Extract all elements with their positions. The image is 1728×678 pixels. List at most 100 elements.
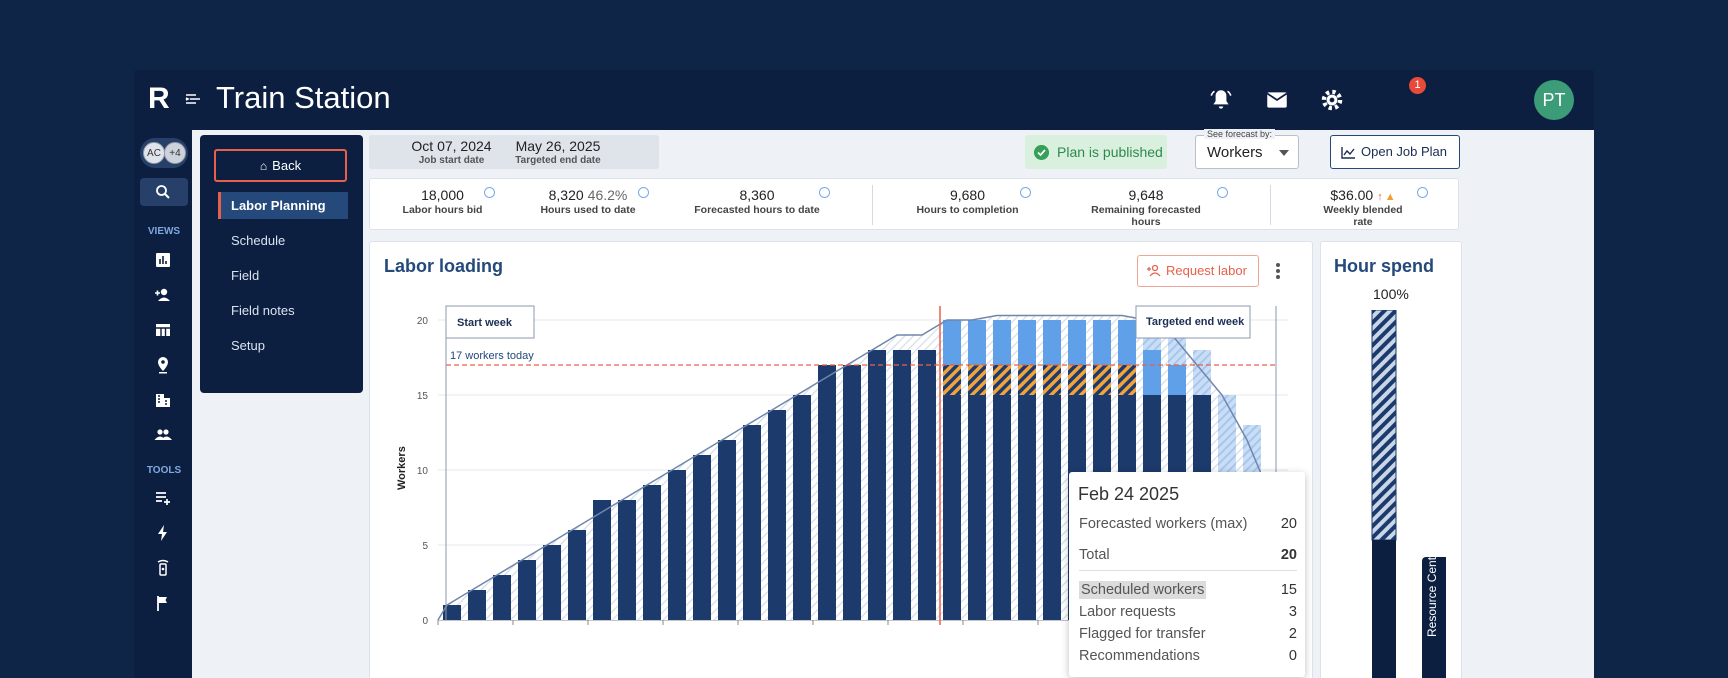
targeted-end-week-annotation: Targeted end week	[1135, 305, 1277, 620]
info-icon[interactable]	[819, 187, 830, 198]
back-button[interactable]: ⌂ Back	[214, 149, 347, 182]
info-icon[interactable]	[1217, 187, 1228, 198]
bar-flagged-for-transfer	[1118, 365, 1136, 395]
nav-item-field[interactable]: Field	[231, 268, 260, 283]
warning-icon: ▲	[1384, 191, 1396, 203]
open-job-plan-label: Open Job Plan	[1361, 144, 1448, 159]
info-icon[interactable]	[638, 187, 649, 198]
avatar-more-count: +4	[164, 142, 186, 164]
stat-label: Hours to completion	[916, 204, 1019, 216]
job-dates: Oct 07, 2024 Job start date May 26, 2025 T…	[369, 135, 659, 169]
bar-labor-requests	[1168, 365, 1186, 395]
chart-view-icon[interactable]	[153, 250, 173, 270]
more-options-icon[interactable]	[1275, 262, 1281, 280]
check-circle-icon	[1034, 145, 1049, 160]
stat-forecasted-to-date: 8,360 Forecasted hours to date	[692, 187, 822, 216]
forecast-by-value: Workers	[1207, 144, 1263, 161]
stat-label: Remaining forecasted hours	[1091, 204, 1201, 228]
bar-scheduled-workers	[518, 560, 536, 620]
lightning-icon[interactable]	[153, 523, 173, 543]
add-list-icon[interactable]	[153, 488, 173, 508]
bar-scheduled-workers	[1018, 395, 1036, 620]
building-icon[interactable]	[153, 390, 173, 410]
stat-value: 8,360	[739, 187, 775, 203]
bar-scheduled-workers	[668, 470, 686, 620]
nav-item-setup[interactable]: Setup	[231, 338, 265, 353]
bar-labor-requests	[1018, 320, 1036, 365]
start-week-label: Start week	[457, 317, 513, 329]
bar-flagged-for-transfer	[1068, 365, 1086, 395]
stat-percent: 46.2%	[587, 187, 628, 203]
app-logo[interactable]: R	[148, 82, 170, 115]
add-person-icon[interactable]	[153, 285, 173, 305]
location-icon[interactable]	[153, 355, 173, 375]
bar-scheduled-workers	[868, 350, 886, 620]
team-avatars[interactable]: AC +4	[140, 138, 188, 168]
bar-labor-requests	[1093, 320, 1111, 365]
signal-tower-icon[interactable]	[153, 558, 173, 578]
table-view-icon[interactable]	[153, 320, 173, 340]
nav-item-labor-planning[interactable]: Labor Planning	[218, 192, 348, 219]
bar-scheduled-workers	[768, 410, 786, 620]
collapse-menu-icon[interactable]	[184, 90, 202, 108]
y-axis-label: Workers	[396, 446, 408, 490]
gear-icon[interactable]	[1319, 87, 1345, 113]
stat-label: Hours used to date	[540, 204, 636, 216]
bar-labor-requests	[993, 320, 1011, 365]
targeted-end-date: May 26, 2025 Targeted end date	[503, 138, 613, 166]
info-icon[interactable]	[1020, 187, 1031, 198]
mail-icon[interactable]	[1264, 87, 1290, 113]
forecast-by-select[interactable]: See forecast by: Workers	[1195, 129, 1299, 169]
bar-labor-requests	[968, 320, 986, 365]
flag-icon[interactable]	[153, 593, 173, 613]
divider	[1270, 185, 1271, 225]
targeted-end-week-label: Targeted end week	[1146, 316, 1245, 328]
search-button[interactable]	[140, 178, 188, 206]
end-date-value: May 26, 2025	[515, 138, 601, 154]
bar-flagged-for-transfer	[1093, 365, 1111, 395]
y-tick-label: 0	[422, 616, 428, 627]
request-labor-button[interactable]: Request labor	[1137, 255, 1259, 287]
bell-icon[interactable]	[1208, 87, 1234, 113]
bar-scheduled-workers	[968, 395, 986, 620]
tooltip-label: Labor requests	[1079, 604, 1176, 620]
back-label: Back	[272, 158, 302, 173]
info-icon[interactable]	[1417, 187, 1428, 198]
bar-labor-requests	[1118, 320, 1136, 365]
views-section-label: VIEWS	[147, 226, 181, 237]
tooltip-label: Recommendations	[1079, 648, 1200, 664]
info-icon[interactable]	[484, 187, 495, 198]
tooltip-row-labor-requests: Labor requests 3	[1079, 604, 1297, 620]
bar-recommendations	[1168, 335, 1186, 365]
people-icon[interactable]	[153, 425, 173, 445]
nav-item-schedule[interactable]: Schedule	[231, 233, 286, 248]
tooltip-divider	[1079, 570, 1297, 571]
divider	[872, 185, 873, 225]
resource-center-tab[interactable]: Resource Center	[1422, 546, 1446, 678]
user-avatar[interactable]: PT	[1534, 80, 1574, 120]
tooltip-value: 0	[1288, 648, 1297, 664]
main-content: ⌂ Back Labor Planning Schedule Field Fiel…	[192, 129, 1594, 678]
bar-flagged-for-transfer	[943, 365, 961, 395]
nav-item-field-notes[interactable]: Field notes	[231, 303, 295, 318]
end-date-label: Targeted end date	[515, 155, 601, 166]
mail-count-badge: 1	[1409, 77, 1426, 94]
bar-scheduled-workers	[568, 530, 586, 620]
trend-up-icon: ↑	[1377, 191, 1383, 203]
bar-scheduled-workers	[918, 350, 936, 620]
tooltip-value: 20	[1280, 516, 1297, 532]
open-job-plan-button[interactable]: Open Job Plan	[1330, 135, 1460, 169]
bar-scheduled-workers	[818, 365, 836, 620]
job-start-date: Oct 07, 2024 Job start date	[399, 138, 504, 166]
stat-remaining-forecasted: 9,648 Remaining forecasted hours	[1076, 187, 1216, 228]
chart-tooltip: Feb 24 2025 Forecasted workers (max) 20 T…	[1069, 472, 1305, 677]
app-window: R Train Station 1 PT AC +4 VIEWS TOOLS ⌂…	[134, 70, 1594, 678]
tools-section-label: TOOLS	[146, 465, 182, 476]
stat-label: Weekly blended rate	[1323, 204, 1403, 228]
labor-loading-title: Labor loading	[384, 256, 503, 276]
bar-labor-requests	[1043, 320, 1061, 365]
stat-value: 9,648	[1128, 187, 1164, 203]
stat-value: $36.00	[1330, 187, 1374, 203]
bar-scheduled-workers	[493, 575, 511, 620]
today-workers-label: 17 workers today	[450, 350, 534, 362]
